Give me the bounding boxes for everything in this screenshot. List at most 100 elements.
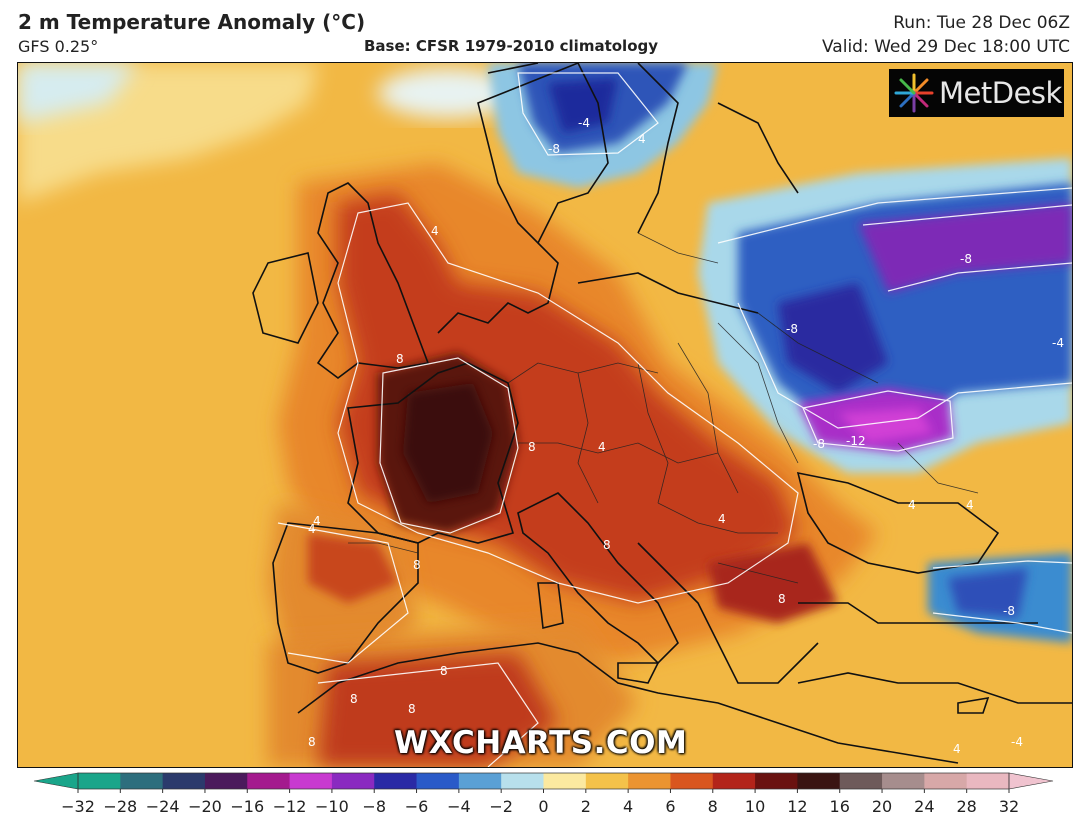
colorbar-bin <box>78 773 121 789</box>
colorbar-tick-label: −2 <box>489 797 513 816</box>
colorbar-tick-label: −10 <box>315 797 349 816</box>
valid-time-label: Valid: Wed 29 Dec 18:00 UTC <box>822 37 1070 57</box>
metdesk-logo: MetDesk <box>889 69 1064 117</box>
colorbar-left-arrow <box>33 772 79 790</box>
anomaly-field: 4 8 4 4 8 8 4 -4 -8 -8 -8 -12 -4 -8 4 8 … <box>18 63 1072 767</box>
great-britain-coast <box>316 182 430 379</box>
colorbar-tick-label: −20 <box>188 797 222 816</box>
colorbar-tick-label: −4 <box>447 797 471 816</box>
colorbar-tick-label: −28 <box>103 797 137 816</box>
colorbar-tick-label: −16 <box>230 797 264 816</box>
colorbar-bin <box>247 773 291 789</box>
colorbar-tick-label: 2 <box>581 797 591 816</box>
france-coast <box>347 362 519 544</box>
contour-label: 4 <box>308 522 316 536</box>
contour-label: 8 <box>603 538 611 552</box>
adriatic-balkan-coast <box>637 542 819 684</box>
colorbar-tick-label: 6 <box>665 797 675 816</box>
colorbar-tick-label: 28 <box>957 797 977 816</box>
colorbar-bin <box>882 773 925 789</box>
colorbar-bin <box>966 773 1010 789</box>
colorbar-bin <box>501 773 545 789</box>
colorbar-tick-label: 0 <box>538 797 548 816</box>
contour-label: 4 <box>966 498 974 512</box>
contour-label: 8 <box>350 692 358 706</box>
turkey-north-coast <box>798 602 1038 624</box>
colorbar-bin <box>797 773 841 789</box>
contour-label: 8 <box>408 702 416 716</box>
contour-label: 8 <box>396 352 404 366</box>
north-africa-hot-region <box>318 653 558 767</box>
colorbar-legend: −32 −28 −24 −20 −16 −12 −10 −8 −6 −4 −2 0 2 4 6 8 10 12 16… <box>33 772 1054 816</box>
anomaly-map[interactable]: 4 8 4 4 8 8 4 -4 -8 -8 -8 -12 -4 -8 4 8 … <box>17 62 1073 768</box>
colorbar-tick-label: 10 <box>745 797 765 816</box>
colorbar-tick-label: 8 <box>708 797 718 816</box>
baltic-south-coast <box>577 272 759 314</box>
chart-title: 2 m Temperature Anomaly (°C) <box>18 10 366 34</box>
cool-pale-region <box>18 63 138 123</box>
contour-label: 8 <box>413 558 421 572</box>
sardinia-coast <box>537 582 564 629</box>
north-sea-coast <box>437 242 559 334</box>
run-time-label: Run: Tue 28 Dec 06Z <box>893 13 1070 33</box>
contour-label: 4 <box>638 132 646 146</box>
colorbar-bins <box>78 773 1010 789</box>
contour-label: 8 <box>778 592 786 606</box>
colorbar-ticks: −32 −28 −24 −20 −16 −12 −10 −8 −6 −4 −2 0 2 4 6 8 10 12 16… <box>61 789 1019 816</box>
contour-label: 4 <box>908 498 916 512</box>
contour-label: 4 <box>718 512 726 526</box>
contour-label: -8 <box>960 252 972 266</box>
colorbar-tick-label: 20 <box>872 797 892 816</box>
colorbar-tick-label: −24 <box>146 797 180 816</box>
colorbar-bin <box>204 773 248 789</box>
colorbar-bin <box>543 773 587 789</box>
north-africa-coast <box>297 642 959 764</box>
contour-label: -12 <box>846 434 866 448</box>
model-label: GFS 0.25° <box>18 37 99 56</box>
contour-lines <box>277 72 1072 767</box>
colorbar-bin <box>374 773 418 789</box>
colorbar-tick-label: 4 <box>623 797 633 816</box>
colorbar-bin <box>839 773 883 789</box>
country-borders <box>348 232 979 584</box>
contour-label: -8 <box>813 437 825 451</box>
colorbar-tick-label: −32 <box>61 797 95 816</box>
contour-label: -8 <box>1003 604 1015 618</box>
colorbar-tick-label: 24 <box>914 797 934 816</box>
coastlines <box>252 63 1072 764</box>
metdesk-logo-text: MetDesk <box>939 76 1062 110</box>
sicily-coast <box>617 662 660 684</box>
contour-label: 4 <box>908 498 916 512</box>
colorbar-bin <box>289 773 333 789</box>
colorbar-bin <box>755 773 799 789</box>
colorbar-right-arrow <box>1008 772 1054 790</box>
cyprus-coast <box>957 696 990 714</box>
contour-label: 4 <box>953 742 961 756</box>
contour-label: 8 <box>308 735 316 749</box>
colorbar-bin <box>585 773 629 789</box>
colorbar-bin <box>458 773 502 789</box>
contour-label: 8 <box>440 664 448 678</box>
black-sea-coast <box>796 471 1000 574</box>
climatology-base-label: Base: CFSR 1979-2010 climatology <box>364 37 659 55</box>
contour-label: -4 <box>1011 735 1023 749</box>
contour-label: -4 <box>1052 336 1064 350</box>
russia-very-cold-band <box>858 203 1072 293</box>
contour-label: 4 <box>431 224 439 238</box>
contour-label: 4 <box>598 440 606 454</box>
colorbar-bin <box>162 773 206 789</box>
colorbar-bin <box>670 773 714 789</box>
colorbar-bin <box>120 773 164 789</box>
cool-north-sea-patch <box>378 68 518 118</box>
baltic-north-coast <box>717 102 799 194</box>
colorbar-bin <box>628 773 672 789</box>
contour-label: -8 <box>548 142 560 156</box>
contour-label: -4 <box>578 116 590 130</box>
colorbar-tick-label: 16 <box>830 797 850 816</box>
colorbar-bin <box>416 773 460 789</box>
turkey-south-coast <box>797 672 1072 704</box>
colorbar-bin <box>331 773 375 789</box>
colorbar-tick-label: −8 <box>362 797 386 816</box>
wxcharts-watermark: WXCHARTS.COM <box>394 725 688 761</box>
colorbar-tick-label: −12 <box>273 797 307 816</box>
